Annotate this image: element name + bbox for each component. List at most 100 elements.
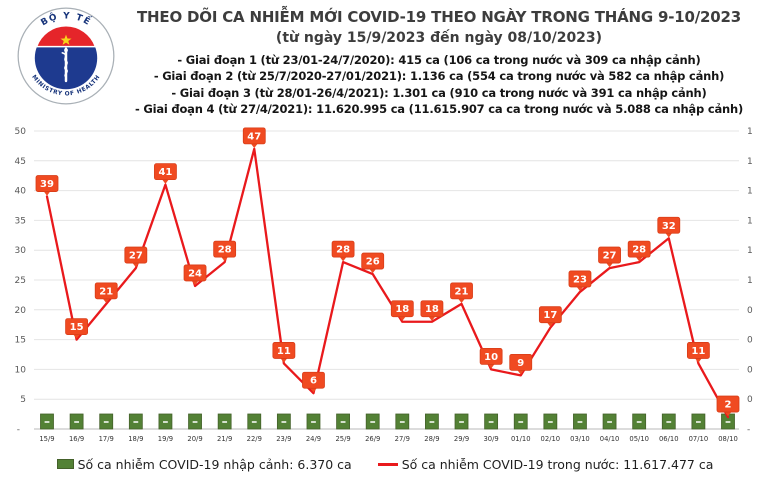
right-axis-tick-label: 1 — [747, 187, 753, 197]
x-axis-date-label: 04/10 — [600, 435, 620, 443]
period-summary-list: - Giai đoạn 1 (từ 23/01-24/7/2020): 415 … — [112, 52, 766, 118]
data-label-box — [272, 342, 296, 359]
x-axis-date-label: 25/9 — [335, 435, 350, 443]
x-axis-date-label: 07/10 — [689, 435, 709, 443]
x-axis-date-label: 02/10 — [541, 435, 561, 443]
right-axis-tick-label: 0 — [747, 395, 753, 405]
x-axis-date-label: 17/9 — [99, 435, 114, 443]
data-label-pointer — [369, 269, 376, 274]
right-axis-tick-label: 1 — [747, 216, 753, 226]
x-axis-date-label: 15/9 — [39, 435, 54, 443]
left-axis-tick-label: 25 — [15, 276, 26, 286]
x-axis-date-label: 16/9 — [69, 435, 84, 443]
data-label-value: 11 — [691, 346, 705, 357]
data-label-box — [686, 342, 710, 359]
data-label-value: 9 — [517, 358, 524, 369]
data-label-box — [627, 240, 651, 258]
data-label-box — [213, 240, 237, 258]
data-label-value: 32 — [662, 221, 676, 232]
data-label-box — [509, 353, 533, 371]
data-label-pointer — [487, 364, 495, 369]
data-label-pointer — [576, 286, 584, 292]
x-axis-date-label: 21/9 — [217, 435, 232, 443]
right-axis-tick-label: 0 — [747, 365, 753, 375]
data-label-value: 27 — [129, 251, 143, 262]
data-label-box — [390, 300, 414, 318]
data-label-value: 2 — [725, 400, 732, 411]
period-4-line: - Giai đoạn 4 (từ 27/4/2021): 11.620.995… — [134, 102, 744, 117]
data-label-box — [124, 246, 148, 264]
data-label-value: 15 — [70, 322, 84, 333]
legend-item-domestic: Số ca nhiễm COVID-19 trong nước: 11.617.… — [377, 456, 714, 472]
data-label-pointer — [547, 322, 554, 327]
data-label-value: 47 — [247, 131, 261, 142]
legend-imported-label: Số ca nhiễm COVID-19 nhập cảnh: 6.370 ca — [77, 456, 352, 472]
x-axis-date-label: 22/9 — [247, 435, 262, 443]
chart-header: THEO DÕI CA NHIỄM MỚI COVID-19 THEO NGÀY… — [112, 8, 766, 118]
data-label-pointer — [399, 316, 406, 321]
data-label-pointer — [162, 179, 169, 184]
data-label-value: 23 — [573, 274, 587, 285]
left-axis-tick-label: 30 — [15, 246, 27, 256]
left-axis-tick-label: 40 — [15, 187, 27, 197]
period-3-line: - Giai đoạn 3 (từ 28/01-26/4/2021): 1.30… — [171, 85, 707, 100]
legend-item-imported: Số ca nhiễm COVID-19 nhập cảnh: 6.370 ca — [56, 456, 352, 472]
data-label-box — [361, 252, 385, 270]
data-label-box — [568, 270, 592, 288]
left-axis-tick-label: 15 — [15, 336, 26, 346]
data-label-pointer — [428, 316, 436, 321]
data-label-pointer — [635, 257, 643, 262]
data-label-pointer — [339, 257, 347, 262]
x-axis-date-label: 01/10 — [511, 435, 531, 443]
x-axis-date-label: 26/9 — [365, 435, 380, 443]
data-label-pointer — [695, 358, 702, 363]
left-axis-tick-label: 10 — [15, 365, 27, 375]
data-label-pointer — [73, 334, 80, 339]
data-label-box — [716, 395, 740, 413]
right-axis-tick-label: 1 — [747, 246, 753, 256]
right-axis-tick-label: 1 — [747, 127, 753, 137]
data-label-value: 10 — [484, 352, 498, 363]
data-label-box — [183, 264, 207, 282]
data-label-value: 39 — [40, 179, 54, 190]
data-label-box — [479, 347, 503, 365]
period-2-line: - Giai đoạn 2 (từ 25/7/2020-27/01/2021):… — [153, 69, 725, 84]
data-label-value: 24 — [188, 268, 202, 279]
data-label-value: 28 — [218, 245, 232, 256]
right-axis-baseline-label: - — [747, 425, 750, 435]
left-axis-tick-label: 35 — [15, 216, 26, 226]
legend-domestic-label: Số ca nhiễm COVID-19 trong nước: 11.617.… — [401, 456, 714, 472]
data-label-pointer — [221, 257, 228, 262]
data-label-value: 21 — [455, 286, 469, 297]
x-axis-date-label: 20/9 — [187, 435, 202, 443]
imported-series-swatch-icon — [56, 459, 74, 469]
data-label-box — [598, 246, 621, 264]
data-label-box — [538, 306, 562, 324]
data-label-pointer — [606, 263, 613, 268]
chart-legend: Số ca nhiễm COVID-19 nhập cảnh: 6.370 ca… — [0, 451, 770, 477]
x-axis-date-label: 08/10 — [718, 435, 738, 443]
chart-title: THEO DÕI CA NHIỄM MỚI COVID-19 THEO NGÀY… — [137, 8, 741, 26]
data-label-pointer — [724, 412, 732, 417]
x-axis-date-label: 28/9 — [424, 435, 439, 443]
data-label-box — [94, 282, 118, 300]
domestic-series-swatch-icon — [377, 462, 398, 466]
data-label-box — [35, 175, 59, 192]
data-label-value: 28 — [336, 245, 350, 256]
data-label-pointer — [517, 370, 524, 375]
x-axis-date-label: 23/9 — [276, 435, 291, 443]
data-label-pointer — [280, 358, 288, 363]
data-label-value: 11 — [277, 346, 291, 357]
right-axis-tick-label: 0 — [747, 336, 753, 346]
data-label-pointer — [43, 191, 51, 196]
data-label-box — [154, 163, 177, 181]
ministry-of-health-logo: BỘ Y TẾ MINISTRY OF HEALTH — [17, 7, 115, 105]
chart-subtitle: (từ ngày 15/9/2023 đến ngày 08/10/2023) — [275, 30, 603, 46]
data-label-box — [65, 318, 89, 336]
right-axis-tick-label: 1 — [747, 276, 753, 286]
data-label-pointer — [458, 298, 465, 304]
covid-daily-chart: 50 1 45 1 40 1 35 1 30 1 25 1 20 0 15 0 10 0 5 0- -15/9 16/9 1… — [0, 118, 770, 452]
data-label-value: 18 — [395, 304, 409, 315]
data-label-pointer — [310, 388, 317, 393]
x-axis-date-label: 03/10 — [570, 435, 590, 443]
